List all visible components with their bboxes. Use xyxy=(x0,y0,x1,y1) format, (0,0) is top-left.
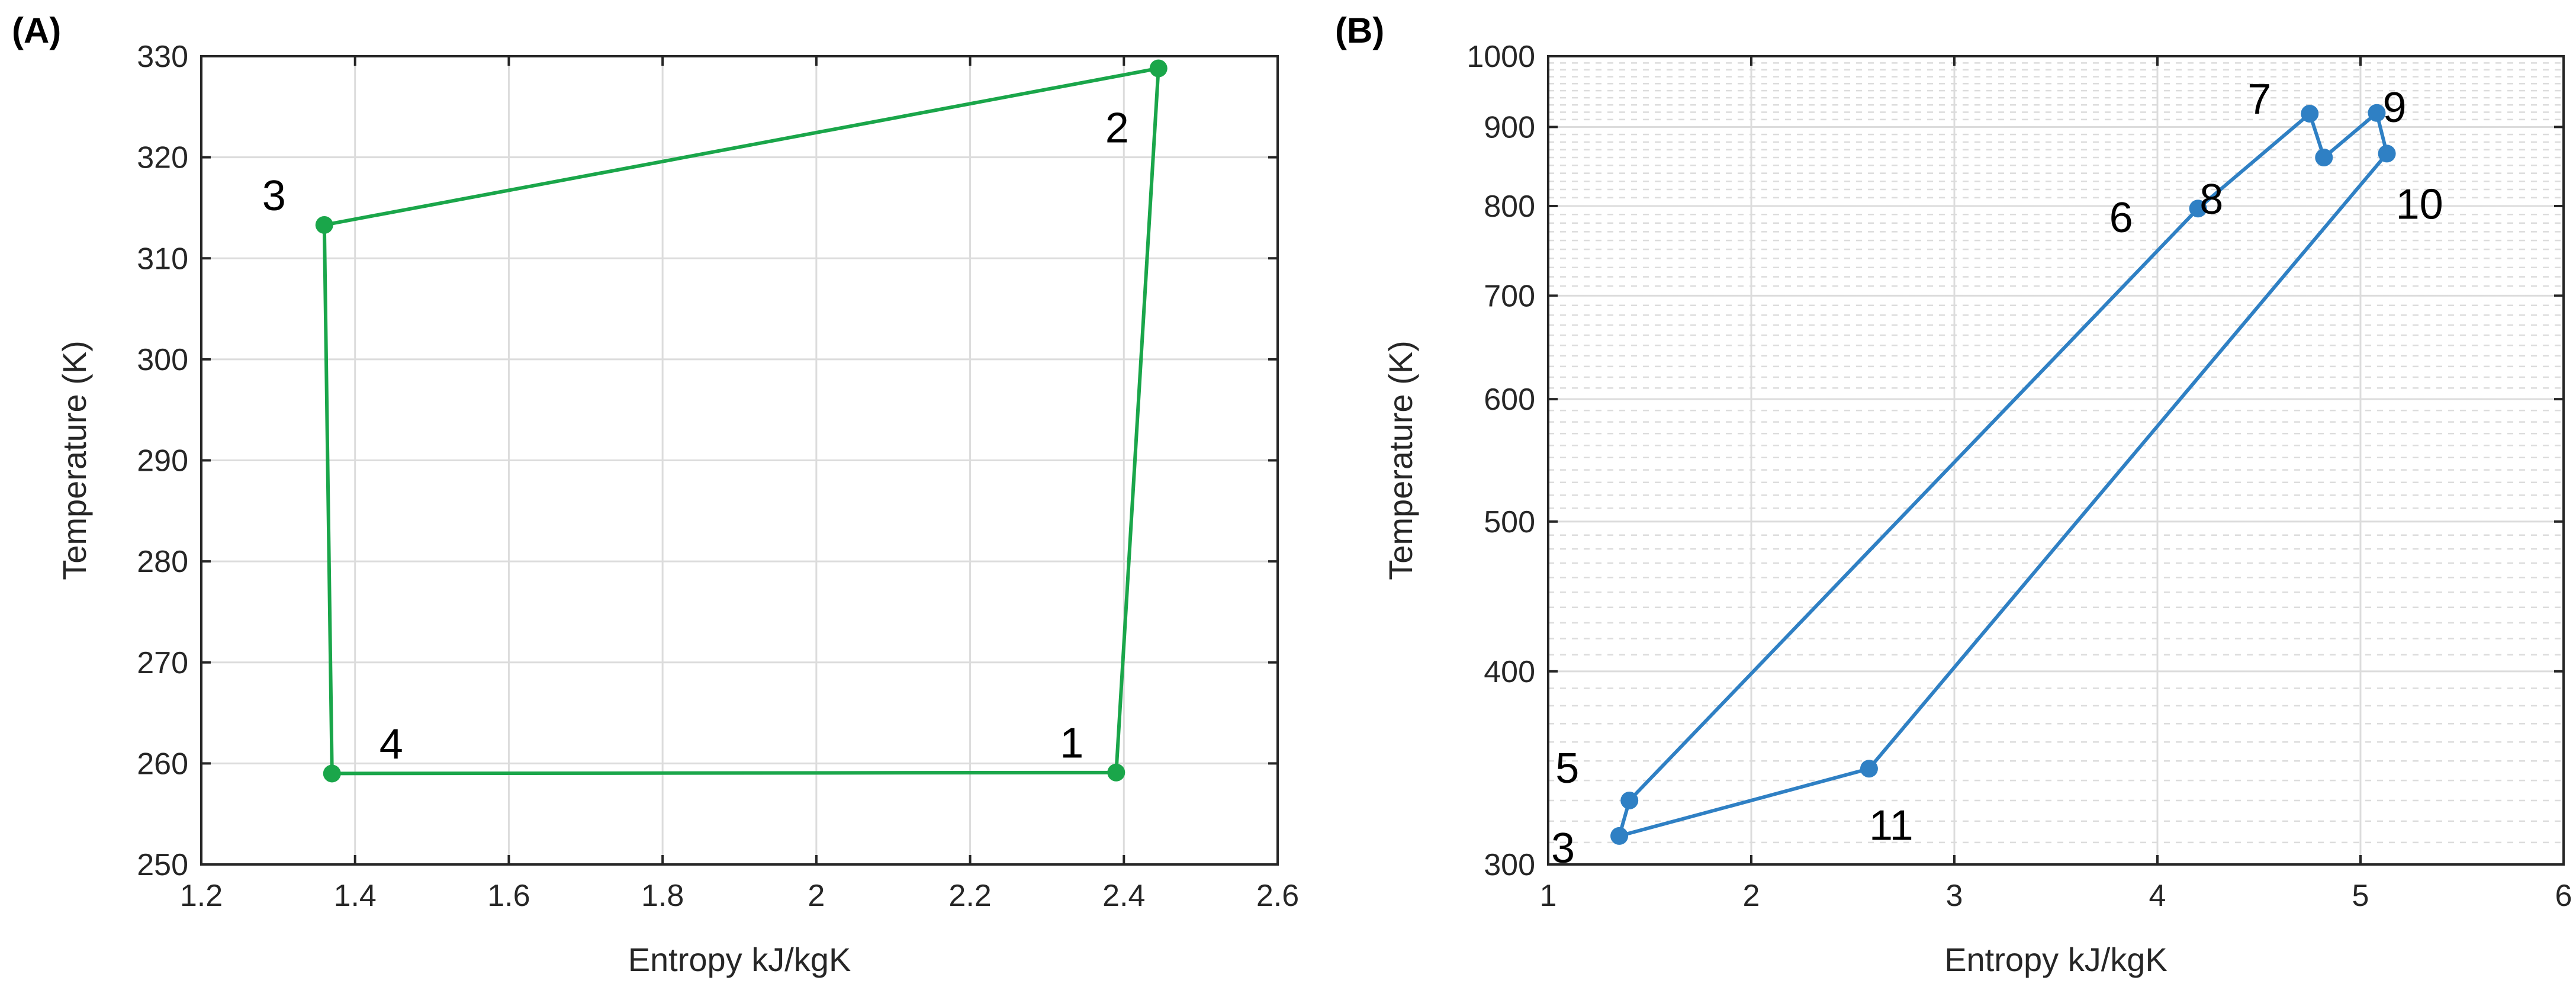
x-tick-label: 2 xyxy=(808,879,825,913)
y-tick-label: 500 xyxy=(1484,505,1535,539)
point-label-11: 11 xyxy=(1869,802,1913,849)
data-point-2 xyxy=(1149,59,1168,78)
x-tick-label: 1.2 xyxy=(180,879,223,913)
y-tick-label: 330 xyxy=(137,40,188,74)
data-point-1 xyxy=(1107,763,1125,782)
y-tick-label: 1000 xyxy=(1467,40,1535,74)
y-tick-label: 280 xyxy=(137,545,188,579)
y-tick-label: 300 xyxy=(1484,848,1535,882)
axes-box xyxy=(200,55,1279,866)
y-tick-label: 310 xyxy=(137,242,188,276)
x-tick-label: 1.6 xyxy=(487,879,530,913)
panel-label: (A) xyxy=(12,11,61,50)
x-tick-label: 6 xyxy=(2555,879,2572,913)
y-tick-label: 300 xyxy=(137,343,188,377)
y-tick-label: 600 xyxy=(1484,382,1535,417)
y-axis-label: Temperature (K) xyxy=(56,340,93,580)
x-tick-label: 2.6 xyxy=(1256,879,1299,913)
x-tick-label: 4 xyxy=(2149,879,2166,913)
point-label-10: 10 xyxy=(2396,181,2443,228)
data-point-10 xyxy=(2378,144,2396,163)
x-tick-label: 2.2 xyxy=(948,879,991,913)
x-axis-label: Entropy kJ/kgK xyxy=(628,941,851,978)
y-tick-label: 320 xyxy=(137,141,188,175)
x-tick-label: 5 xyxy=(2352,879,2369,913)
x-tick-label: 1.4 xyxy=(334,879,377,913)
data-point-7 xyxy=(2301,105,2319,123)
y-tick-label: 800 xyxy=(1484,189,1535,224)
data-point-5 xyxy=(1620,791,1639,809)
y-axis-label: Temperature (K) xyxy=(1382,340,1419,580)
data-point-3 xyxy=(315,216,333,234)
point-label-8: 8 xyxy=(2199,176,2223,223)
point-label-2: 2 xyxy=(1105,104,1129,152)
data-point-11 xyxy=(1860,760,1878,778)
data-point-8 xyxy=(2315,148,2333,166)
data-point-4 xyxy=(323,764,341,783)
point-label-5: 5 xyxy=(1555,745,1579,792)
y-tick-label: 290 xyxy=(137,444,188,478)
point-label-4: 4 xyxy=(380,721,403,768)
point-label-7: 7 xyxy=(2247,76,2271,123)
plot-area xyxy=(1548,56,2564,864)
y-tick-label: 270 xyxy=(137,646,188,680)
y-tick-label: 700 xyxy=(1484,279,1535,313)
point-label-6: 6 xyxy=(2109,194,2133,242)
panel-label: (B) xyxy=(1335,11,1384,50)
point-label-9: 9 xyxy=(2382,84,2406,131)
y-tick-label: 400 xyxy=(1484,655,1535,689)
axes-box xyxy=(1547,55,2565,866)
x-tick-label: 1.8 xyxy=(641,879,684,913)
x-tick-label: 1 xyxy=(1540,879,1557,913)
data-point-9 xyxy=(2368,104,2386,122)
x-tick-label: 2.4 xyxy=(1102,879,1145,913)
data-point-3 xyxy=(1610,827,1629,845)
y-tick-label: 260 xyxy=(137,747,188,781)
panel-a: 1.2 1.4 1.6 1.8 2 2.2 2.4 2.6 250 260 270 280 290 300… xyxy=(12,11,1299,978)
y-tick-label: 900 xyxy=(1484,110,1535,144)
point-label-3: 3 xyxy=(1551,825,1575,872)
point-label-3: 3 xyxy=(262,172,286,220)
y-tick-label: 250 xyxy=(137,848,188,882)
x-tick-label: 3 xyxy=(1946,879,1963,913)
point-label-1: 1 xyxy=(1060,720,1083,767)
x-tick-label: 2 xyxy=(1743,879,1760,913)
data-point-6 xyxy=(2189,200,2207,218)
x-axis-label: Entropy kJ/kgK xyxy=(1944,941,2167,978)
panel-b: 1 2 3 4 5 6 300 400 500 600 700 800 900 1000 3 5 11 6 7 8 9 1… xyxy=(1335,11,2572,978)
